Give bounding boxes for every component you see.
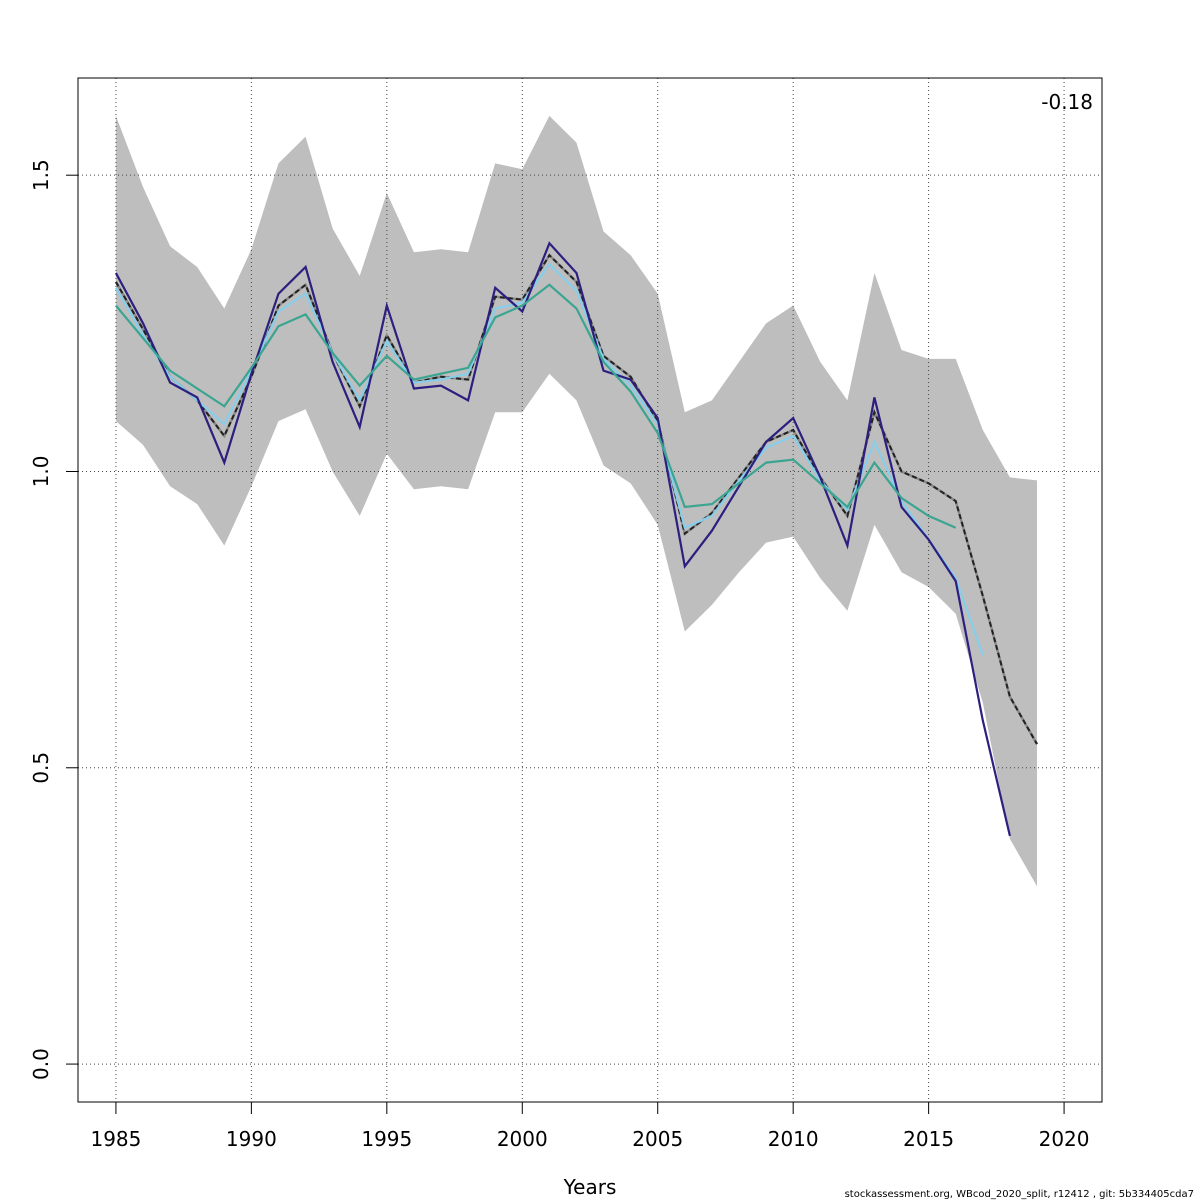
x-tick-label: 1990 bbox=[226, 1127, 277, 1151]
x-tick-label: 2020 bbox=[1039, 1127, 1090, 1151]
plot-frame bbox=[77, 77, 1103, 1103]
y-tick-label: 1.0 bbox=[29, 456, 53, 488]
x-tick-label: 2015 bbox=[903, 1127, 954, 1151]
series-line-3 bbox=[115, 283, 957, 529]
y-tick-label: 0.0 bbox=[29, 1048, 53, 1080]
x-tick-label: 2010 bbox=[768, 1127, 819, 1151]
footer-credit: stockassessment.org, WBcod_2020_split, r… bbox=[845, 1189, 1194, 1200]
x-tick-label: 1985 bbox=[90, 1127, 141, 1151]
series-line-2 bbox=[114, 241, 1011, 837]
x-tick-label: 2000 bbox=[497, 1127, 548, 1151]
axis-layer: 1985 1990 1995 2000 2005 2010 2015 2020 0.0 0.5 1.… bbox=[29, 159, 1090, 1151]
annotation-value: -0.18 bbox=[1041, 90, 1093, 114]
y-tick-label: 1.5 bbox=[29, 159, 53, 191]
x-tick-label: 2005 bbox=[632, 1127, 683, 1151]
confidence-band-layer bbox=[115, 115, 1037, 887]
confidence-band bbox=[115, 115, 1037, 887]
grid-layer bbox=[78, 78, 1102, 1102]
y-tick-label: 0.5 bbox=[29, 752, 53, 784]
series-layer bbox=[114, 241, 1039, 837]
x-tick-label: 1995 bbox=[361, 1127, 412, 1151]
x-axis-title: Years bbox=[563, 1175, 617, 1199]
